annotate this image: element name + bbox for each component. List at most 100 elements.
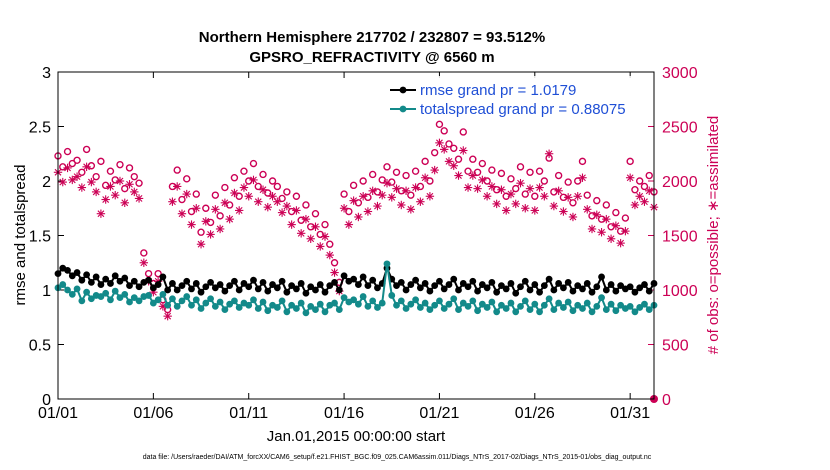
totalspread-point [278,297,286,305]
obs-assimilated-marker [249,175,258,185]
obs-assimilated-marker [602,214,611,224]
rmse-point [507,280,515,287]
rmse-point [364,282,372,290]
totalspread-point [412,296,420,304]
totalspread-point [59,281,67,288]
totalspread-point [507,299,515,307]
x-tick-label: 01/26 [515,405,555,422]
rmse-point [517,283,524,291]
rmse-point [369,276,377,284]
obs-assimilated-marker [296,229,306,238]
obs-possible-marker [440,127,448,135]
rmse-point [455,286,462,294]
obs-assimilated-marker [211,205,220,214]
rmse-point [474,287,481,295]
rmse-point [154,281,162,288]
obs-assimilated-marker [339,204,349,213]
obs-possible-marker [635,177,644,185]
totalspread-point [149,299,157,307]
obs-assimilated-marker [378,190,387,200]
obs-assimilated-marker [358,192,368,201]
totalspread-point [450,295,458,303]
rmse-point [531,281,539,288]
rmse-point [555,280,563,287]
obs-possible-marker [450,144,458,153]
totalspread-point [526,306,534,314]
obs-assimilated-marker [420,173,430,182]
y2-tick-label: 500 [662,338,689,355]
obs-assimilated-marker [363,207,373,216]
rmse-point [602,286,610,294]
obs-assimilated-marker [478,175,487,185]
rmse-point [321,288,329,296]
totalspread-point [483,304,491,311]
y-tick-label: 0 [42,392,51,409]
rmse-point [440,285,448,293]
rmse-point [149,284,157,292]
rmse-point [478,281,486,288]
obs-possible-marker [197,228,205,236]
obs-assimilated-marker [330,268,339,277]
rmse-point [617,282,625,290]
totalspread-point [173,302,181,310]
totalspread-point [397,297,405,305]
totalspread-point [259,298,267,306]
obs-assimilated-marker [130,187,139,197]
rmse-point [302,289,310,297]
totalspread-point [188,301,195,309]
totalspread-point [459,299,467,307]
obs-possible-marker [454,155,463,163]
totalspread-point [321,308,329,316]
totalspread-point [169,295,176,303]
rmse-point [264,287,272,295]
rmse-point [521,277,529,285]
obs-assimilated-marker [254,197,263,206]
totalspread-point [202,299,210,307]
totalspread-point [216,298,224,306]
totalspread-point [226,300,234,308]
obs-possible-marker [97,157,105,166]
obs-assimilated-marker [611,221,621,230]
rmse-point [416,284,424,292]
obs-assimilated-marker [258,185,268,194]
rmse-point [293,285,300,293]
obs-possible-marker [187,207,196,216]
obs-assimilated-marker [397,200,406,210]
obs-possible-marker [426,177,434,185]
totalspread-point [469,297,477,305]
obs-assimilated-marker [468,171,478,180]
obs-possible-marker [469,155,477,163]
obs-possible-marker [512,184,520,193]
totalspread-point [207,295,214,303]
rmse-point [288,282,296,290]
totalspread-point [579,305,586,312]
rmse-point [526,286,534,294]
rmse-point [326,282,334,290]
obs-assimilated-marker [273,197,282,206]
totalspread-point [431,301,439,309]
obs-assimilated-marker [521,204,530,213]
obs-possible-marker [211,191,220,199]
chart-subtitle: GPSRO_REFRACTIVITY @ 6560 m [249,49,494,66]
rmse-point [598,273,605,281]
y-axis-label: rmse and totalspread [12,165,29,306]
obs-possible-marker [593,196,601,205]
y2-tick-label: 2000 [662,174,698,191]
obs-assimilated-marker [540,192,549,201]
data-file-footnote: data file: /Users/raeder/DAI/ATM_forcXX/… [143,454,652,461]
rmse-point [207,278,214,286]
totalspread-point [574,301,582,309]
rmse-point [407,281,415,288]
obs-assimilated-marker [125,180,134,189]
obs-possible-marker [125,164,134,172]
totalspread-point [560,304,567,311]
rmse-point [240,280,248,287]
obs-possible-marker [135,179,143,187]
obs-assimilated-marker [134,194,144,203]
obs-assimilated-marker [263,202,272,212]
obs-possible-marker [283,188,291,196]
totalspread-point [250,296,257,304]
obs-assimilated-marker [87,177,96,187]
totalspread-point [478,300,486,308]
y-tick-label: 1 [42,283,51,300]
